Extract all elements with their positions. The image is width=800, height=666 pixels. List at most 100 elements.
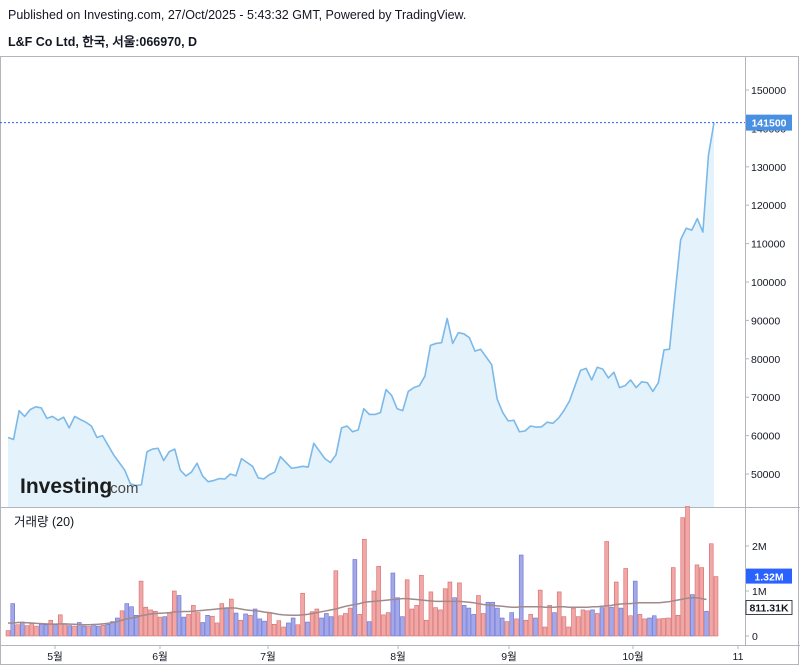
volume-bar xyxy=(580,609,586,637)
volume-bar xyxy=(400,616,405,637)
volume-bar xyxy=(423,619,429,637)
volume-bar xyxy=(466,607,472,637)
volume-bar xyxy=(642,618,647,637)
volume-bar xyxy=(314,608,320,637)
price-tick-label: 70000 xyxy=(751,392,780,404)
price-axis: 50000 60000 70000 80000 90000 100000 110000 120… xyxy=(745,85,792,481)
volume-bar xyxy=(257,618,263,637)
volume-bar xyxy=(200,622,206,637)
volume-bar xyxy=(409,608,415,637)
volume-bar xyxy=(162,616,168,637)
volume-bar xyxy=(352,559,358,637)
volume-bar xyxy=(651,615,657,637)
volume-bar xyxy=(675,614,681,637)
volume-bar xyxy=(509,612,514,637)
volume-bar xyxy=(575,616,581,637)
volume-bar xyxy=(452,597,457,637)
volume-bar xyxy=(542,626,548,637)
volume-bar xyxy=(214,622,220,637)
volume-bar xyxy=(138,580,144,637)
volume-bar xyxy=(594,613,600,637)
volume-bar xyxy=(134,614,139,637)
volume-bar xyxy=(428,591,434,637)
last-price-badge-label: 141500 xyxy=(751,118,786,130)
volume-bar xyxy=(148,609,153,637)
volume-bar xyxy=(390,572,396,637)
price-tick-label: 120000 xyxy=(751,200,786,212)
volume-bar xyxy=(229,598,234,637)
volume-bar xyxy=(666,617,671,637)
volume-bar xyxy=(528,614,533,637)
volume-bar xyxy=(181,616,187,637)
volume-bar xyxy=(167,612,172,637)
volume-bar xyxy=(637,614,643,637)
volume-bar xyxy=(34,625,39,637)
volume-bar xyxy=(694,564,700,637)
volume-bar xyxy=(566,626,571,637)
price-tick-label: 50000 xyxy=(751,469,780,481)
volume-bar xyxy=(485,601,491,637)
volume-bar xyxy=(571,607,576,637)
volume-bar xyxy=(100,624,106,637)
volume-bar xyxy=(632,580,638,637)
volume-bar xyxy=(5,630,11,637)
volume-bar xyxy=(623,568,628,637)
volume-bar xyxy=(191,605,196,637)
volume-bar xyxy=(115,617,120,637)
volume-bar xyxy=(29,623,35,637)
volume-bar xyxy=(81,625,87,637)
volume-bar xyxy=(504,621,510,637)
last-price-badge xyxy=(746,114,792,131)
volume-bar xyxy=(547,605,552,637)
symbol-title: L&F Co Ltd, 한국, 서울:066970, D xyxy=(8,35,198,49)
volume-bar xyxy=(219,603,225,637)
price-area-fill xyxy=(8,122,714,507)
logo-text: Investing xyxy=(20,475,112,498)
volume-bar xyxy=(347,607,353,637)
volume-bar xyxy=(176,595,182,637)
volume-bar xyxy=(471,614,476,637)
volume-bar xyxy=(689,594,695,637)
volume-bar xyxy=(153,610,158,637)
volume-bar xyxy=(143,606,149,637)
volume-axis: 0 1M 2M 1.32M 811.31K xyxy=(745,541,793,643)
volume-bar xyxy=(442,588,448,637)
volume-bar xyxy=(96,625,101,637)
time-tick-label: 11 xyxy=(733,651,744,663)
volume-bar xyxy=(172,590,177,637)
volume-bar xyxy=(385,612,391,637)
time-tick-label: 9월 xyxy=(501,651,517,663)
volume-bar xyxy=(58,614,63,637)
volume-bar xyxy=(480,613,486,637)
volume-bar xyxy=(343,613,348,637)
volume-bar xyxy=(224,607,229,637)
volume-bar xyxy=(552,612,557,637)
volume-bar xyxy=(414,605,419,637)
volume-bar xyxy=(324,613,329,637)
volume-bar xyxy=(10,603,16,637)
volume-bar xyxy=(186,614,191,637)
published-caption: Published on Investing.com, 27/Oct/2025 … xyxy=(8,8,467,22)
last-volume-badge-label: 1.32M xyxy=(754,572,783,584)
volume-bar xyxy=(585,610,590,637)
price-pane: PP xyxy=(0,122,745,507)
volume-bar xyxy=(628,615,633,637)
volume-bar xyxy=(661,618,666,637)
volume-bar xyxy=(609,606,614,637)
volume-bar xyxy=(210,615,215,637)
volume-bar xyxy=(523,619,529,637)
volume-bar xyxy=(618,607,624,637)
time-tick-label: 8월 xyxy=(390,651,406,663)
volume-bar xyxy=(438,609,443,637)
logo-suffix: .com xyxy=(106,480,139,497)
chart-border xyxy=(0,56,799,665)
volume-bar xyxy=(680,517,685,637)
volume-tick-label: 1M xyxy=(752,586,767,598)
volume-bar xyxy=(490,601,495,637)
volume-bar xyxy=(309,611,315,637)
volume-bar xyxy=(195,612,201,637)
time-tick-label: 6월 xyxy=(152,651,168,663)
volume-bar xyxy=(86,626,92,637)
volume-bar xyxy=(461,605,467,637)
